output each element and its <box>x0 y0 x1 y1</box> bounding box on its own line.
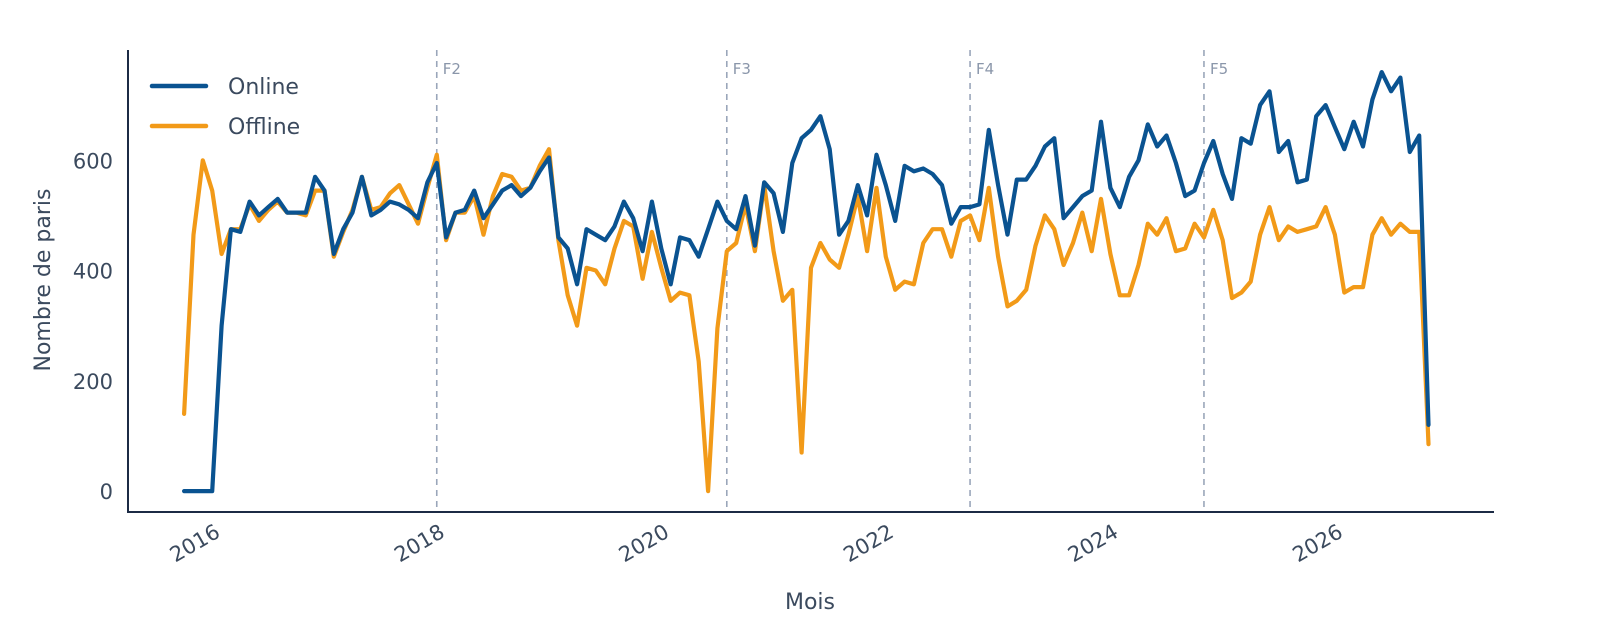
x-tick-label: 2026 <box>1288 520 1346 568</box>
event-label-f4: F4 <box>976 60 994 78</box>
y-tick-label: 0 <box>100 480 113 504</box>
series-line-offline <box>182 147 1431 494</box>
event-label-f2: F2 <box>443 60 461 78</box>
x-tick-label: 2018 <box>390 520 448 568</box>
x-axis-title: Mois <box>785 590 835 615</box>
series-lines <box>182 70 1431 494</box>
x-tick-labels: 2016 2018 2020 2022 2024 2026 <box>166 520 1347 568</box>
y-axis-title: Nombre de paris <box>31 189 56 372</box>
axes <box>127 50 1494 513</box>
x-tick-label: 2020 <box>615 520 673 568</box>
series-line-online <box>182 70 1431 494</box>
event-label-f5: F5 <box>1210 60 1228 78</box>
event-markers: F2 F3 F4 F5 <box>435 50 1228 512</box>
y-tick-label: 600 <box>73 149 113 173</box>
x-tick-label: 2016 <box>166 520 224 568</box>
x-tick-label: 2024 <box>1064 520 1122 568</box>
event-label-f3: F3 <box>733 60 751 78</box>
x-tick-label: 2022 <box>839 520 897 568</box>
legend-label-offline: Offline <box>228 115 300 140</box>
y-tick-label: 400 <box>73 260 113 284</box>
y-tick-label: 200 <box>73 370 113 394</box>
legend: Online Offline <box>149 75 300 140</box>
legend-label-online: Online <box>228 75 299 100</box>
y-tick-labels: 0 200 400 600 <box>73 149 113 504</box>
